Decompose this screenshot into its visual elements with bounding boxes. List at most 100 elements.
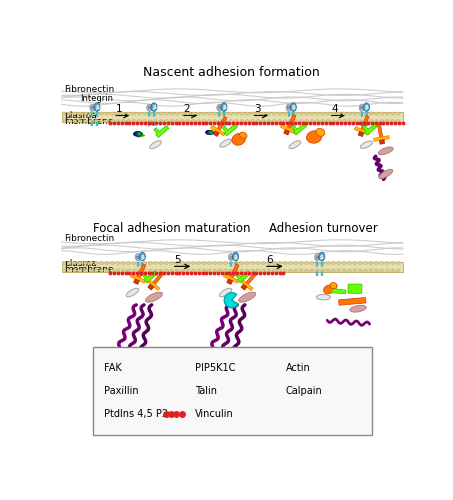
Ellipse shape xyxy=(299,120,303,123)
Polygon shape xyxy=(130,274,145,283)
Ellipse shape xyxy=(391,269,395,272)
Ellipse shape xyxy=(289,262,292,264)
Polygon shape xyxy=(292,123,307,135)
Text: α: α xyxy=(148,106,151,110)
Ellipse shape xyxy=(206,130,213,134)
Ellipse shape xyxy=(164,112,168,115)
Ellipse shape xyxy=(137,112,141,115)
Polygon shape xyxy=(332,284,346,294)
Ellipse shape xyxy=(267,120,270,123)
Polygon shape xyxy=(237,391,242,395)
Ellipse shape xyxy=(386,120,389,123)
Ellipse shape xyxy=(240,120,244,123)
Text: membrane: membrane xyxy=(64,265,113,274)
Ellipse shape xyxy=(186,112,190,115)
Ellipse shape xyxy=(207,269,212,272)
Ellipse shape xyxy=(251,262,255,264)
Ellipse shape xyxy=(347,120,352,123)
Ellipse shape xyxy=(375,262,378,264)
Ellipse shape xyxy=(181,262,184,264)
Ellipse shape xyxy=(294,120,298,123)
Ellipse shape xyxy=(219,288,232,297)
Text: Paxillin: Paxillin xyxy=(104,386,139,396)
Ellipse shape xyxy=(304,120,308,123)
Ellipse shape xyxy=(140,388,153,394)
Ellipse shape xyxy=(170,112,173,115)
FancyBboxPatch shape xyxy=(348,284,362,294)
Ellipse shape xyxy=(272,112,276,115)
Text: Fibronectin: Fibronectin xyxy=(64,234,114,243)
Text: Calpain: Calpain xyxy=(286,386,323,396)
Ellipse shape xyxy=(294,269,298,272)
Polygon shape xyxy=(142,271,157,283)
Text: PIP5K1C: PIP5K1C xyxy=(195,363,235,373)
Wedge shape xyxy=(224,292,238,308)
Ellipse shape xyxy=(181,112,184,115)
Ellipse shape xyxy=(73,269,77,272)
Text: α: α xyxy=(360,106,364,110)
Ellipse shape xyxy=(267,269,270,272)
Ellipse shape xyxy=(132,120,136,123)
Ellipse shape xyxy=(289,112,292,115)
Ellipse shape xyxy=(181,120,184,123)
Ellipse shape xyxy=(62,262,66,264)
Ellipse shape xyxy=(321,120,324,123)
Ellipse shape xyxy=(317,294,330,300)
Ellipse shape xyxy=(321,262,324,264)
Ellipse shape xyxy=(364,262,368,264)
Ellipse shape xyxy=(67,269,71,272)
Ellipse shape xyxy=(283,269,287,272)
Ellipse shape xyxy=(315,262,319,264)
Text: Fibronectin: Fibronectin xyxy=(64,85,114,94)
Text: α: α xyxy=(136,254,140,260)
Ellipse shape xyxy=(137,269,141,272)
Ellipse shape xyxy=(321,269,324,272)
Ellipse shape xyxy=(256,112,260,115)
Ellipse shape xyxy=(143,112,147,115)
Ellipse shape xyxy=(396,120,400,123)
Polygon shape xyxy=(223,274,239,283)
Ellipse shape xyxy=(121,262,125,264)
Ellipse shape xyxy=(132,269,136,272)
Ellipse shape xyxy=(181,269,184,272)
Polygon shape xyxy=(362,123,377,135)
Ellipse shape xyxy=(391,262,395,264)
Polygon shape xyxy=(380,140,385,144)
Ellipse shape xyxy=(116,262,120,264)
Ellipse shape xyxy=(364,112,368,115)
Ellipse shape xyxy=(342,262,346,264)
Ellipse shape xyxy=(186,269,190,272)
Ellipse shape xyxy=(145,292,163,302)
Ellipse shape xyxy=(315,269,319,272)
Ellipse shape xyxy=(347,269,352,272)
Ellipse shape xyxy=(127,269,130,272)
Ellipse shape xyxy=(116,269,120,272)
Ellipse shape xyxy=(197,269,201,272)
Ellipse shape xyxy=(358,112,362,115)
Ellipse shape xyxy=(391,120,395,123)
Ellipse shape xyxy=(94,103,100,112)
Polygon shape xyxy=(280,124,296,134)
Ellipse shape xyxy=(73,112,77,115)
Text: 6: 6 xyxy=(266,254,273,264)
Ellipse shape xyxy=(272,120,276,123)
Ellipse shape xyxy=(137,262,141,264)
Ellipse shape xyxy=(315,112,319,115)
Ellipse shape xyxy=(359,104,365,112)
Ellipse shape xyxy=(286,104,291,112)
Ellipse shape xyxy=(240,132,247,138)
Ellipse shape xyxy=(278,112,281,115)
Ellipse shape xyxy=(132,262,136,264)
Ellipse shape xyxy=(186,120,190,123)
Ellipse shape xyxy=(126,288,139,297)
Polygon shape xyxy=(354,126,370,135)
Ellipse shape xyxy=(127,262,130,264)
Ellipse shape xyxy=(224,120,227,123)
Ellipse shape xyxy=(89,112,93,115)
Ellipse shape xyxy=(170,269,173,272)
Ellipse shape xyxy=(213,112,217,115)
Ellipse shape xyxy=(310,269,314,272)
Text: β: β xyxy=(320,254,324,260)
Polygon shape xyxy=(231,264,239,278)
Ellipse shape xyxy=(310,120,314,123)
